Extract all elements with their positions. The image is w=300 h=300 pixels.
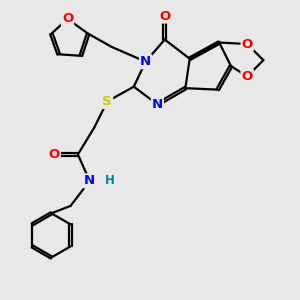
Text: S: S bbox=[103, 95, 112, 108]
Text: O: O bbox=[242, 38, 253, 50]
Text: O: O bbox=[159, 10, 170, 22]
Text: N: N bbox=[152, 98, 163, 111]
Text: O: O bbox=[242, 70, 253, 83]
Text: O: O bbox=[62, 13, 73, 26]
Text: N: N bbox=[140, 55, 151, 68]
Text: O: O bbox=[49, 148, 60, 161]
Text: H: H bbox=[105, 174, 115, 188]
Text: N: N bbox=[84, 174, 95, 188]
